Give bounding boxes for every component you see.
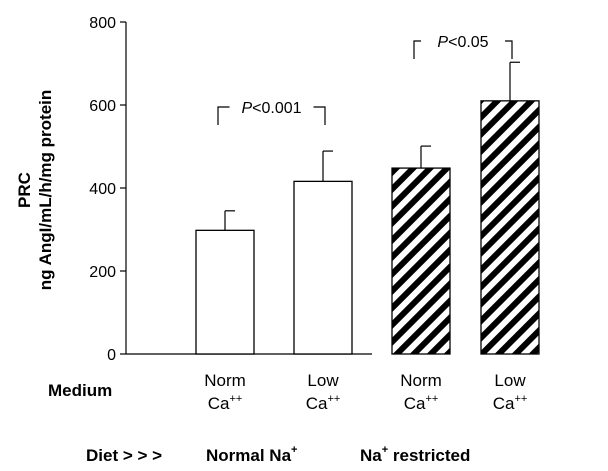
category-label-line2: Ca++ xyxy=(306,393,341,413)
category-label-line2: Ca++ xyxy=(208,393,243,413)
bar xyxy=(480,100,540,355)
significance-label: P<0.001 xyxy=(241,100,301,117)
y-ticks: 0 200 400 600 800 xyxy=(89,15,126,364)
y-tick-label: 400 xyxy=(89,181,116,198)
y-tick-label: 800 xyxy=(89,15,116,32)
bar xyxy=(293,180,353,355)
y-tick-label: 600 xyxy=(89,98,116,115)
bracket-left xyxy=(413,40,421,59)
bar xyxy=(391,167,451,355)
bars xyxy=(195,100,540,355)
y-axis-label: PRC xyxy=(15,172,34,208)
bracket-right xyxy=(505,40,513,59)
category-label-line2: Ca++ xyxy=(493,393,528,413)
bracket-left xyxy=(217,106,230,125)
medium-label: Medium xyxy=(48,381,112,400)
category-label-line1: Low xyxy=(307,371,339,390)
y-tick-label: 0 xyxy=(107,347,116,364)
significance-label: P<0.05 xyxy=(437,34,488,51)
y-axis-units: ng AngI/mL/h/mg protein xyxy=(36,90,55,291)
diet-group-label: Normal Na+ xyxy=(206,444,297,465)
category-label-line1: Low xyxy=(494,371,526,390)
diet-labels: Diet > > > Normal Na+ Na+ restricted xyxy=(86,444,470,465)
bar xyxy=(195,229,255,355)
y-tick-label: 200 xyxy=(89,264,116,281)
category-label-line2: Ca++ xyxy=(404,393,439,413)
diet-prefix: Diet > > > xyxy=(86,446,162,465)
category-label-line1: Norm xyxy=(400,371,442,390)
y-axis-title: PRC ng AngI/mL/h/mg protein xyxy=(15,90,55,291)
significance-brackets: P<0.001 P<0.05 xyxy=(217,34,513,125)
category-labels: Norm Ca++ Low Ca++ Norm Ca++ Low Ca++ xyxy=(204,371,527,413)
error-bars xyxy=(224,61,520,231)
category-label-line1: Norm xyxy=(204,371,246,390)
diet-group-label: Na+ restricted xyxy=(360,444,470,465)
bracket-right xyxy=(313,106,326,125)
